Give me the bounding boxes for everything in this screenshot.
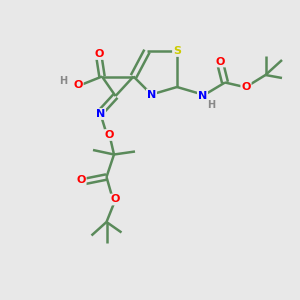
Text: O: O: [76, 175, 86, 185]
Text: N: N: [96, 109, 105, 119]
Text: S: S: [173, 46, 181, 56]
Text: O: O: [216, 56, 225, 67]
Text: H: H: [207, 100, 216, 110]
Text: O: O: [241, 82, 251, 92]
Text: N: N: [198, 91, 207, 101]
Text: N: N: [147, 89, 156, 100]
Text: O: O: [105, 130, 114, 140]
Text: O: O: [73, 80, 83, 91]
Text: O: O: [111, 194, 120, 205]
Text: H: H: [59, 76, 67, 86]
Text: O: O: [94, 49, 104, 59]
